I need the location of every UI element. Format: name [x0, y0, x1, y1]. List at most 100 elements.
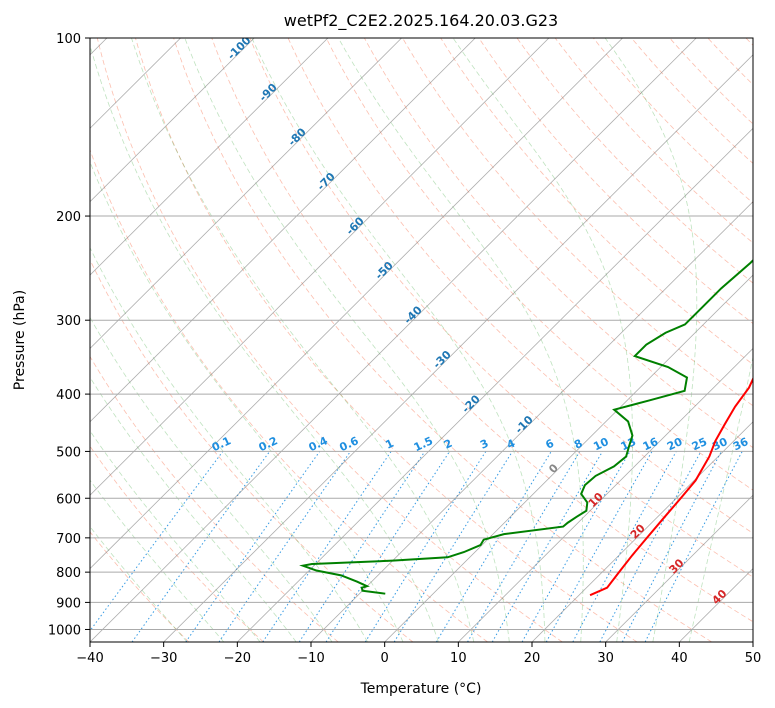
mixing-ratio-line: [218, 451, 351, 642]
y-tick-label: 100: [56, 32, 81, 47]
dewpoint-profile-line: [299, 258, 753, 595]
isotherm-label: -90: [257, 81, 280, 104]
isotherm-line: [90, 38, 697, 642]
dry-adiabat: [593, 38, 753, 204]
y-tick-label: 800: [56, 566, 81, 581]
isotherm-label: -80: [286, 125, 309, 148]
dry-adiabat: [402, 38, 753, 407]
y-tick-label: 1000: [48, 623, 81, 638]
dry-adiabat: [325, 38, 753, 491]
moist-adiabat: [604, 38, 698, 642]
y-tick-label: 900: [56, 596, 81, 611]
isotherm-line: [90, 38, 550, 496]
y-axis: 100 200 300 400 500 600 700 800 900 1000: [48, 32, 90, 638]
dry-adiabat: [173, 38, 712, 642]
moist-adiabat: [184, 38, 510, 642]
x-tick-label: 10: [450, 651, 467, 666]
moist-adiabat: [90, 479, 225, 642]
moist-adiabat: [688, 355, 753, 642]
mixing-ratio-line: [393, 451, 513, 642]
isotherm-line: [679, 568, 753, 642]
mixing-ratio-line: [90, 451, 224, 632]
mixing-ratio-label: 36: [731, 435, 751, 453]
mixing-ratio-line: [435, 451, 552, 642]
isotherm-label: 30: [667, 556, 687, 576]
isotherm-line: [90, 38, 623, 570]
y-tick-label: 400: [56, 388, 81, 403]
mixing-ratio-line: [521, 451, 631, 642]
moist-adiabat: [90, 525, 188, 642]
isotherm-line: [90, 38, 255, 203]
moist-adiabat: [90, 43, 439, 642]
isotherm-line: [90, 38, 476, 423]
isotherm-label: -60: [344, 214, 367, 237]
moist-adiabat: [251, 38, 546, 642]
y-tick-label: 300: [56, 314, 81, 329]
dry-adiabat: [90, 355, 339, 642]
moist-adiabat: [90, 316, 333, 642]
mixing-ratio-label: 1: [383, 437, 395, 452]
y-axis-label: Pressure (hPa): [12, 290, 28, 390]
dry-adiabat: [707, 38, 753, 86]
plot-frame: [89, 37, 754, 643]
mixing-ratio-line: [325, 451, 451, 642]
dry-adiabat: [90, 258, 414, 642]
moist-adiabat: [131, 38, 475, 642]
mixing-ratio-label: 6: [544, 437, 557, 452]
isotherm-line: [531, 421, 753, 642]
x-tick-label: 30: [597, 651, 614, 666]
chart-title: wetPf2_C2E2.2025.164.20.03.G23: [284, 11, 558, 31]
mixing-ratio-line: [131, 451, 271, 642]
isotherm-label: -50: [373, 259, 396, 282]
dry-adiabat: [90, 148, 488, 642]
series-layer: [299, 258, 753, 597]
isotherm-label: 40: [709, 587, 729, 607]
dry-adiabat: [745, 38, 753, 46]
dry-adiabat: [364, 38, 753, 449]
x-axis: −40 −30 −20 −10 0 10 20 30 40 50: [76, 642, 761, 666]
isotherm-line: [163, 54, 753, 642]
x-tick-label: 20: [524, 651, 541, 666]
moist-adiabat: [90, 160, 404, 642]
moist-adiabat: [338, 38, 584, 642]
mixing-ratio-label: 20: [665, 435, 685, 453]
isotherm-line: [605, 494, 753, 642]
dry-adiabat: [554, 38, 753, 244]
dry-adiabat: [287, 38, 753, 534]
isotherm-line: [752, 641, 753, 642]
dry-adiabat: [135, 38, 638, 642]
background-lines: [90, 38, 753, 642]
x-tick-label: 0: [381, 651, 389, 666]
mixing-ratio-label: 3: [478, 437, 490, 452]
x-tick-label: −40: [76, 651, 103, 666]
mixing-ratio-line: [298, 451, 426, 642]
isotherm-label: -40: [402, 303, 425, 326]
x-tick-label: −30: [150, 651, 177, 666]
x-tick-label: −10: [297, 651, 324, 666]
isotherm-line: [384, 274, 753, 642]
mixing-ratio-line: [262, 451, 392, 642]
moist-adiabat: [90, 430, 261, 642]
mixing-ratio-line: [185, 451, 321, 642]
x-tick-label: −20: [224, 651, 251, 666]
isotherm-line: [237, 127, 753, 642]
mixing-ratio-line: [621, 451, 722, 642]
y-tick-label: 700: [56, 532, 81, 547]
mixing-ratio-label: 2: [442, 437, 454, 452]
dry-adiabat: [516, 38, 753, 284]
mixing-ratio-label: 25: [690, 435, 709, 453]
dry-adiabat: [249, 38, 753, 578]
isotherm-line: [458, 347, 753, 642]
isotherm-label: -30: [430, 348, 453, 371]
y-tick-label: 200: [56, 210, 81, 225]
dry-adiabat: [211, 38, 753, 623]
mixing-ratio-line: [545, 451, 653, 642]
mixing-ratio-line: [644, 451, 743, 642]
isotherm-label: -10: [513, 413, 536, 436]
mixing-ratio-label: 13: [619, 435, 638, 453]
x-tick-label: 50: [745, 651, 762, 666]
mixing-ratio-label: 4: [505, 437, 518, 452]
mixing-ratio-line: [572, 451, 677, 642]
isotherm-line: [310, 201, 753, 642]
dry-adiabat: [440, 38, 753, 365]
